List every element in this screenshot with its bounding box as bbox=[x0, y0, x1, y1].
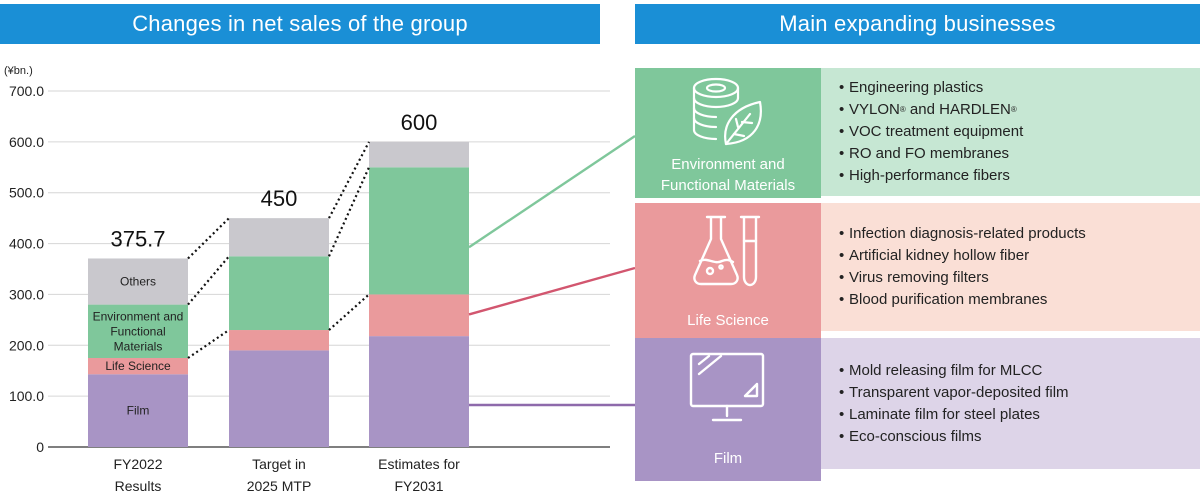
business-name-line: Environment and bbox=[671, 156, 785, 173]
right-header: Main expanding businesses bbox=[635, 4, 1200, 44]
business-item: • Engineering plastics bbox=[839, 79, 984, 96]
business-item: • Transparent vapor-deposited film bbox=[839, 383, 1069, 401]
business-item: • Mold releasing film for MLCC bbox=[839, 361, 1043, 379]
bar-total-label: 375.7 bbox=[110, 226, 165, 251]
business-title-environment: Environment and Functional Materials bbox=[635, 68, 821, 198]
bar-segment-environment-and-functional-materials bbox=[369, 167, 469, 295]
x-category-label: Target in bbox=[252, 456, 306, 472]
y-tick-label: 500.0 bbox=[9, 185, 44, 201]
business-items-life-science: • Infection diagnosis-related products • Ar… bbox=[821, 203, 1200, 331]
business-item: • RO and FO membranes bbox=[839, 145, 1010, 162]
y-tick-label: 200.0 bbox=[9, 337, 44, 353]
y-tick-label: 600.0 bbox=[9, 134, 44, 150]
business-name-line: Functional Materials bbox=[660, 177, 796, 194]
left-header: Changes in net sales of the group bbox=[0, 4, 600, 44]
x-category-label: FY2031 bbox=[394, 478, 443, 494]
business-item: • VOC treatment equipment bbox=[839, 123, 1024, 140]
y-axis-unit-label: (¥bn.) bbox=[4, 65, 33, 77]
business-title-life-science: Life Science bbox=[635, 203, 821, 341]
business-panel-life-science: Life Science • Infection diagnosis-relate… bbox=[635, 203, 1200, 341]
business-items-environment: • Engineering plastics • VYLON® and HARDLEN… bbox=[821, 68, 1200, 196]
business-item: • Virus removing filters bbox=[839, 269, 989, 286]
business-item: • Laminate film for steel plates bbox=[839, 405, 1040, 423]
business-name-line: Life Science bbox=[687, 312, 769, 329]
bar-segment-life-science bbox=[88, 358, 188, 375]
business-panel-film: Film • Mold releasing film for MLCC • Trans… bbox=[635, 338, 1200, 481]
bar-segment-environment-and-functional-materials bbox=[229, 256, 329, 331]
business-item: • Eco-conscious films bbox=[839, 427, 982, 445]
x-category-label: 2025 MTP bbox=[247, 478, 312, 494]
business-connector-line bbox=[468, 266, 636, 316]
y-tick-label: 300.0 bbox=[9, 286, 44, 302]
segment-label: Film bbox=[127, 404, 150, 418]
y-tick-label: 0 bbox=[36, 439, 44, 455]
segment-label: Functional bbox=[110, 324, 165, 338]
business-item: • VYLON® and HARDLEN® bbox=[839, 101, 1017, 118]
business-item: • High-performance fibers bbox=[839, 167, 1010, 184]
business-panel-environment: Environment and Functional Materials • Eng… bbox=[635, 68, 1200, 198]
business-name-line: Film bbox=[713, 450, 743, 467]
fiber-spool-leaf-icon bbox=[692, 77, 762, 146]
bar-total-label: 450 bbox=[261, 186, 298, 211]
y-tick-label: 100.0 bbox=[9, 388, 44, 404]
business-item: • Infection diagnosis-related products bbox=[839, 225, 1086, 242]
flask-test-tube-icon bbox=[693, 215, 761, 287]
segment-label: Environment and bbox=[93, 309, 184, 323]
dotted-connector bbox=[328, 293, 370, 331]
business-connector-line bbox=[468, 135, 636, 249]
bar-segment-others bbox=[369, 141, 469, 168]
dotted-connector bbox=[187, 217, 230, 260]
bar-segment-environment-and-functional-materials bbox=[88, 304, 188, 358]
y-tick-label: 700.0 bbox=[9, 83, 44, 99]
dotted-connector bbox=[187, 255, 230, 306]
dotted-connector bbox=[327, 166, 371, 257]
x-category-label: Results bbox=[115, 478, 162, 494]
bar-segment-life-science bbox=[369, 294, 469, 337]
x-category-label: Estimates for bbox=[378, 456, 460, 472]
bar-segment-film bbox=[229, 350, 329, 447]
bar-segment-film bbox=[88, 374, 188, 447]
segment-label: Life Science bbox=[105, 359, 171, 373]
monitor-film-icon bbox=[689, 352, 765, 422]
bar-segment-life-science bbox=[229, 330, 329, 351]
business-title-film: Film bbox=[635, 338, 821, 481]
segment-label: Others bbox=[120, 275, 156, 289]
x-category-label: FY2022 bbox=[113, 456, 162, 472]
y-tick-label: 400.0 bbox=[9, 236, 44, 252]
business-item: • Blood purification membranes bbox=[839, 291, 1048, 308]
bar-total-label: 600 bbox=[401, 110, 438, 135]
dotted-connector bbox=[328, 141, 370, 219]
business-item: • Artificial kidney hollow fiber bbox=[839, 247, 1030, 264]
bar-segment-others bbox=[229, 218, 329, 257]
segment-label: Materials bbox=[114, 339, 163, 353]
bar-segment-others bbox=[88, 258, 188, 305]
business-items-film: • Mold releasing film for MLCC • Transparen… bbox=[821, 338, 1200, 469]
bar-segment-film bbox=[369, 336, 469, 447]
dotted-connector bbox=[187, 329, 230, 359]
